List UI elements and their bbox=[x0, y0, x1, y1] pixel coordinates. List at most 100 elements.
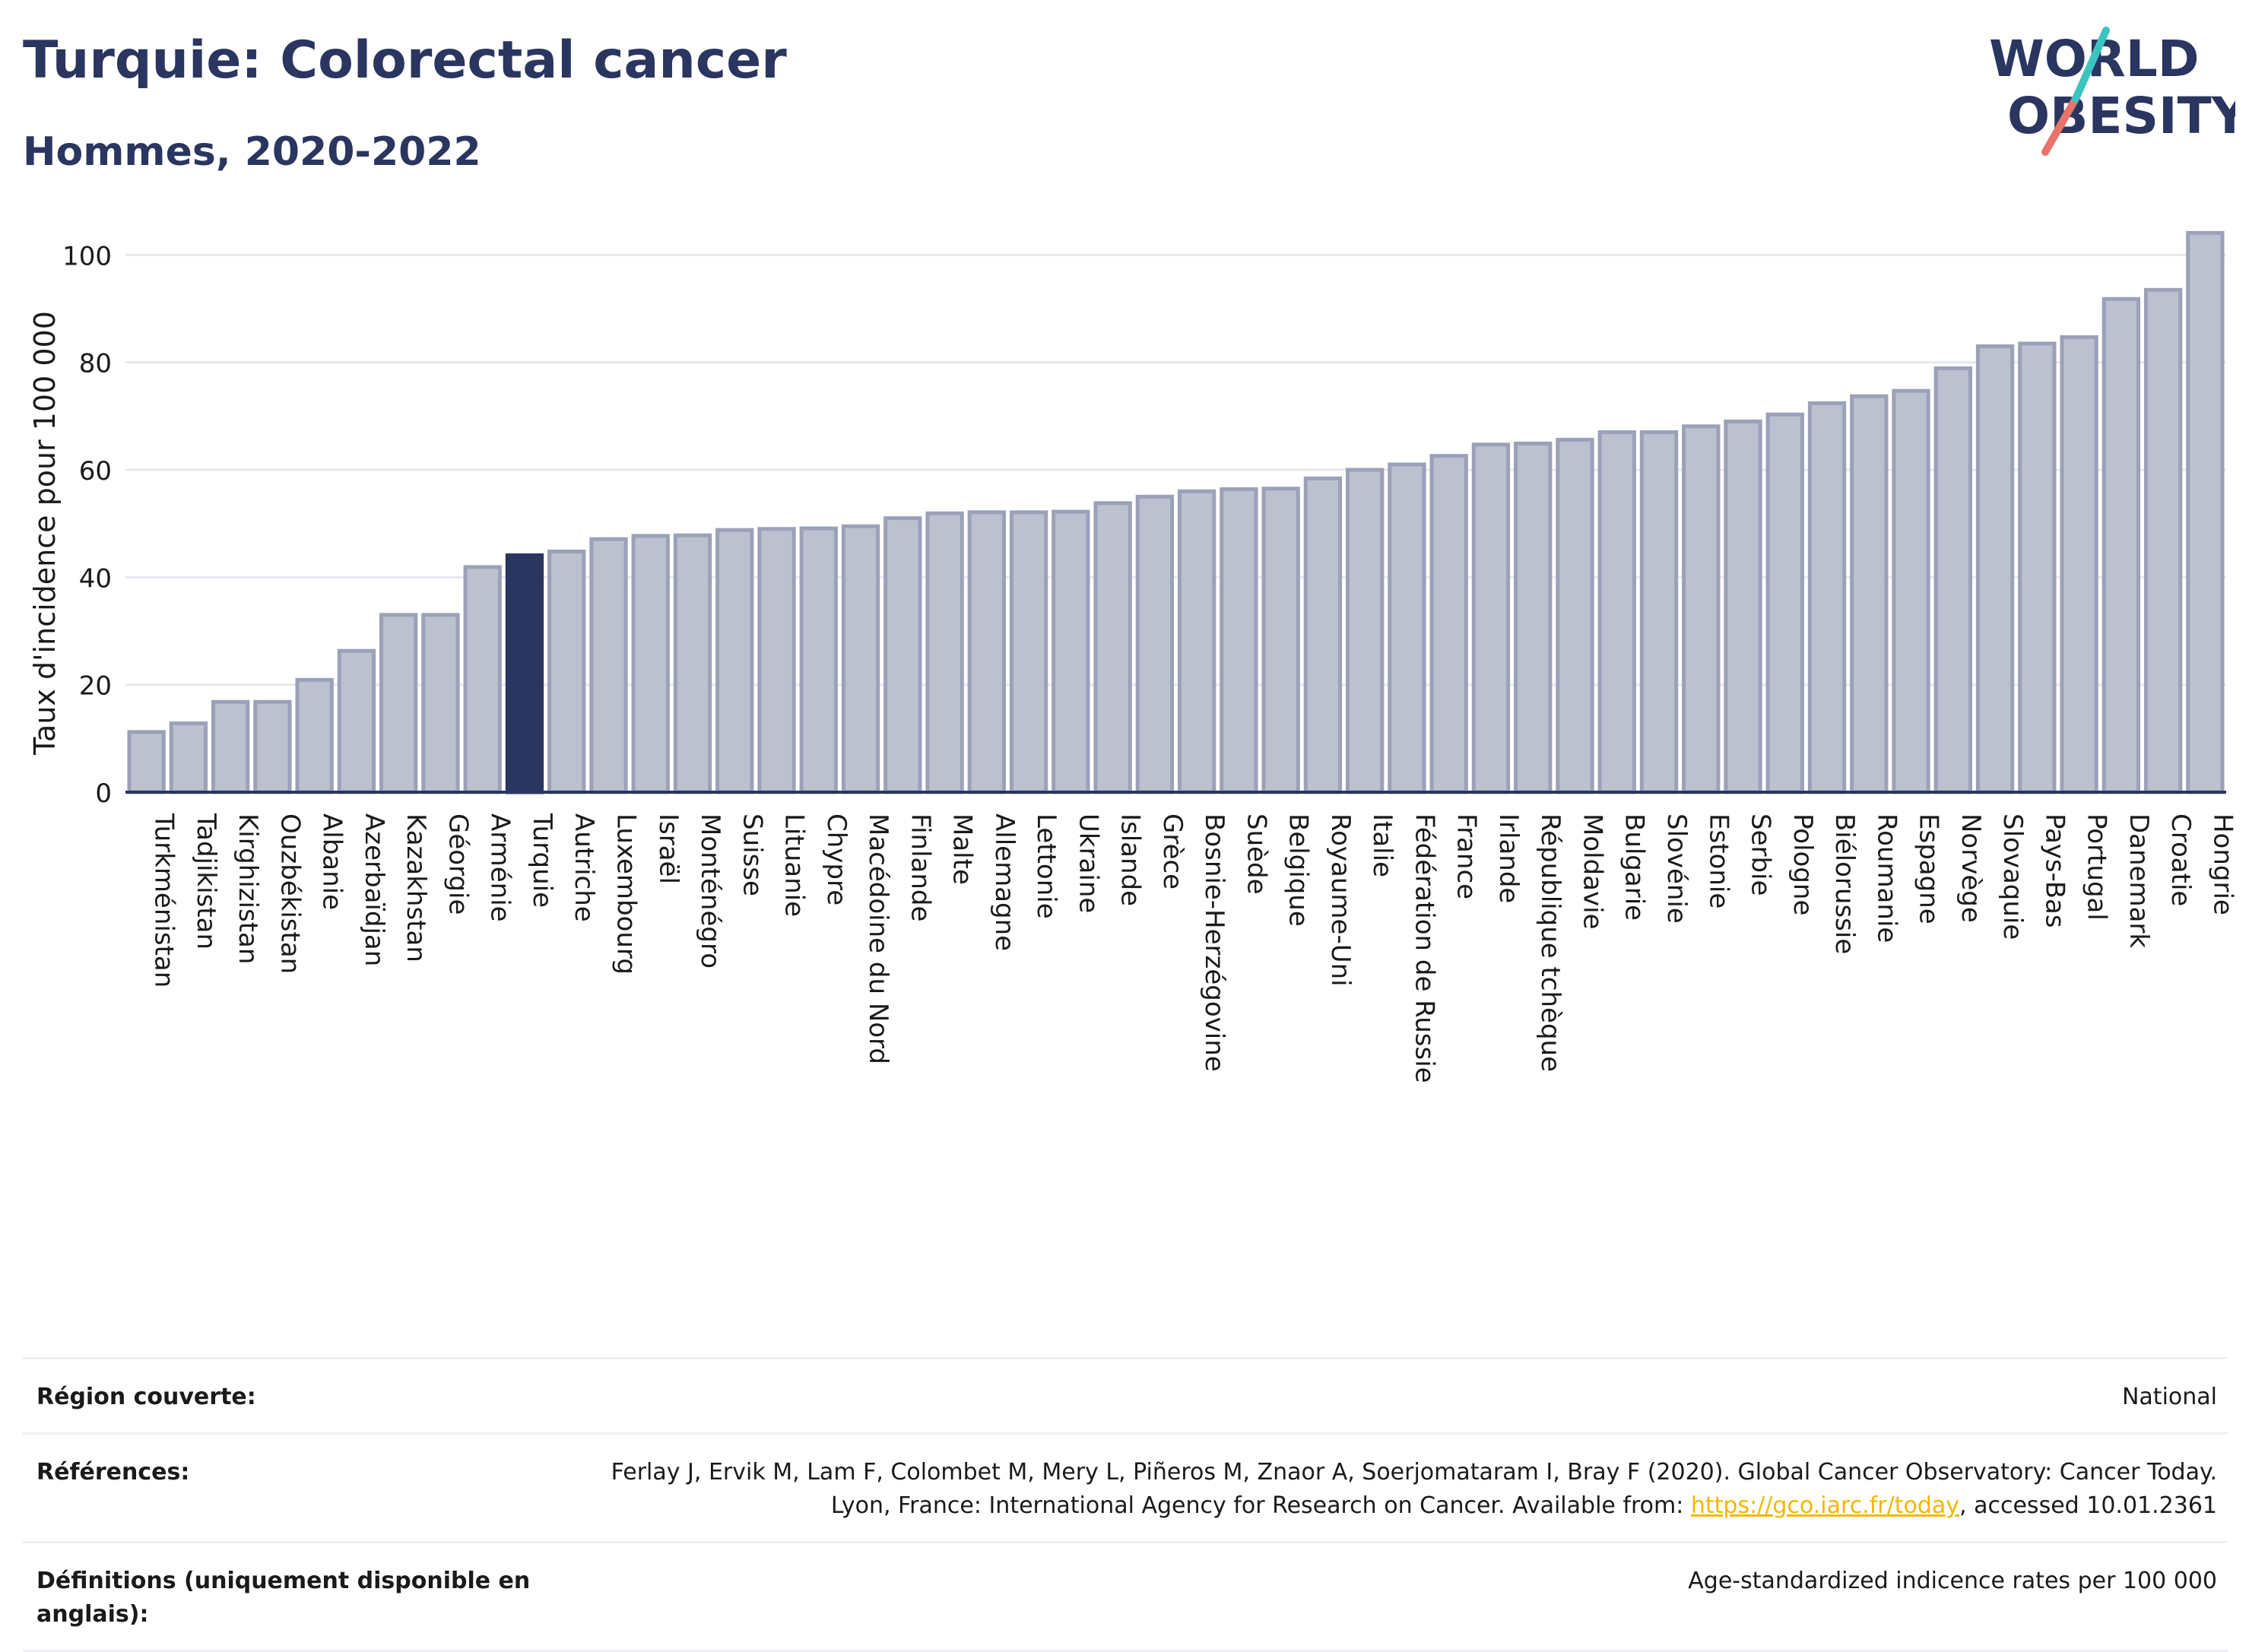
bar-turkm-nistan bbox=[127, 730, 166, 794]
world-obesity-logo: WORLD OBESITY bbox=[1989, 27, 2235, 156]
x-tick-label: Royaume-Uni bbox=[1325, 813, 1356, 987]
page-title: Turquie: Colorectal cancer bbox=[23, 30, 787, 90]
page-subtitle: Hommes, 2020-2022 bbox=[23, 129, 481, 175]
x-tick-label: Autriche bbox=[569, 813, 599, 922]
bar-italie bbox=[1346, 468, 1385, 794]
bar-slov-nie bbox=[1639, 430, 1679, 794]
bar-gr-ce bbox=[1135, 494, 1175, 794]
bar-kirghizistan bbox=[211, 699, 250, 794]
bar-moldavie bbox=[1556, 437, 1594, 794]
bar-suisse bbox=[715, 528, 754, 794]
x-tick-label: République tchèque bbox=[1535, 813, 1565, 1072]
bar-luxembourg bbox=[589, 537, 628, 794]
x-tick-label: Kazakhstan bbox=[401, 813, 431, 962]
region-value: National bbox=[2121, 1384, 2217, 1410]
bar-danemark bbox=[2101, 296, 2141, 794]
references-text: Ferlay J, Ervik M, Lam F, Colombet M, Me… bbox=[611, 1459, 2217, 1519]
bar-ukraine bbox=[1052, 509, 1090, 794]
x-tick-label: Danemark bbox=[2124, 813, 2154, 948]
x-tick-label: Allemagne bbox=[989, 813, 1020, 951]
x-tick-label: Bulgarie bbox=[1619, 813, 1650, 921]
bar-autriche bbox=[547, 549, 586, 794]
logo-slash-red bbox=[2041, 95, 2079, 156]
logo-slash-teal bbox=[2072, 27, 2110, 103]
y-tick-label: 20 bbox=[79, 671, 112, 702]
x-tick-label: Irlande bbox=[1493, 813, 1524, 903]
bar-allemagne bbox=[967, 510, 1006, 794]
bar-croatie bbox=[2143, 287, 2183, 794]
x-tick-label: Roumanie bbox=[1871, 813, 1902, 943]
x-tick-label: Croatie bbox=[2165, 813, 2196, 906]
bar-bi-lorussie bbox=[1807, 401, 1847, 794]
bar-lituanie bbox=[757, 527, 796, 794]
bar-malte bbox=[925, 511, 964, 794]
bar-isra-l bbox=[631, 534, 670, 794]
x-tick-label: Hongrie bbox=[2207, 813, 2238, 915]
x-tick-label: Bosnie-Herzégovine bbox=[1199, 813, 1229, 1072]
x-tick-label: Estonie bbox=[1703, 813, 1734, 908]
logo-line2: OBESITY bbox=[2007, 87, 2235, 145]
x-tick-label: Arménie bbox=[485, 813, 515, 922]
x-tick-label: Serbie bbox=[1746, 813, 1776, 896]
bar-arm-nie bbox=[463, 565, 502, 794]
x-tick-label: Belgique bbox=[1283, 813, 1314, 927]
y-axis-label: Taux d'incidence pour 100 000 bbox=[28, 311, 62, 756]
bar-mac-doine-du-nord bbox=[841, 524, 880, 794]
y-tick-label: 100 bbox=[62, 241, 112, 271]
bar-islande bbox=[1093, 501, 1132, 794]
x-tick-label: Suède bbox=[1241, 813, 1271, 895]
x-tick-label: Norvège bbox=[1956, 813, 1986, 923]
x-tick-label: France bbox=[1451, 813, 1482, 899]
definitions-row: Définitions (uniquement disponible en an… bbox=[23, 1541, 2228, 1652]
bar-espagne bbox=[1892, 388, 1930, 794]
bar-chart: 0 20 40 60 80 100 Turkménistan Tadjikistan Kirg… bbox=[28, 230, 2238, 1083]
bar-f-d-ration-de-russie bbox=[1388, 462, 1426, 794]
x-tick-label: Biélorussie bbox=[1829, 813, 1860, 954]
bar-chypre bbox=[799, 526, 838, 794]
y-tick-label: 40 bbox=[79, 563, 112, 594]
y-tick-labels: 0 20 40 60 80 100 bbox=[62, 241, 112, 809]
x-tick-label: Suisse bbox=[737, 813, 767, 896]
y-tick-label: 0 bbox=[95, 778, 112, 809]
bar-belgique bbox=[1261, 487, 1300, 794]
bar-bosnie-herz-govine bbox=[1177, 489, 1216, 794]
bar-pays-bas bbox=[2018, 341, 2057, 794]
references-link[interactable]: https://gco.iarc.fr/today bbox=[1690, 1492, 1960, 1519]
bar-mont-n-gro bbox=[673, 533, 712, 794]
bar-bulgarie bbox=[1597, 430, 1636, 794]
definitions-value: Age-standardized indicence rates per 100… bbox=[1688, 1568, 2217, 1594]
references-value: Ferlay J, Ervik M, Lam F, Colombet M, Me… bbox=[582, 1456, 2228, 1523]
x-tick-label: Malte bbox=[947, 813, 978, 885]
x-tick-label: Espagne bbox=[1914, 813, 1944, 924]
bar-r-publique-tch-que bbox=[1514, 441, 1553, 794]
bar-hongrie bbox=[2186, 230, 2225, 794]
bar-su-de bbox=[1220, 487, 1258, 794]
region-row: Région couverte: National bbox=[23, 1357, 2228, 1432]
x-tick-label: Azerbaïdjan bbox=[359, 813, 389, 966]
references-label: Références: bbox=[36, 1459, 190, 1486]
x-tick-label: Turquie bbox=[527, 813, 557, 908]
bar-irlande bbox=[1471, 442, 1511, 794]
bar-norv-ge bbox=[1933, 366, 1972, 794]
bars bbox=[127, 230, 2225, 794]
x-tick-label: Slovaquie bbox=[1997, 813, 2028, 940]
metadata-table: Région couverte: National Références: Fe… bbox=[23, 1357, 2228, 1652]
bar-tadjikistan bbox=[169, 721, 208, 794]
x-tick-labels: Turkménistan Tadjikistan Kirghizistan Ouzbé… bbox=[149, 813, 2238, 1083]
x-tick-label: Macédoine du Nord bbox=[863, 813, 893, 1064]
x-tick-label: Pays-Bas bbox=[2039, 813, 2070, 928]
x-tick-label: Lettonie bbox=[1031, 813, 1061, 919]
references-row: Références: Ferlay J, Ervik M, Lam F, Co… bbox=[23, 1432, 2228, 1541]
bar-portugal bbox=[2060, 335, 2098, 794]
y-tick-label: 60 bbox=[79, 456, 112, 487]
bar-serbie bbox=[1724, 419, 1762, 794]
x-tick-label: Portugal bbox=[2082, 813, 2112, 921]
bar-ouzb-kistan bbox=[253, 699, 292, 794]
bar-roumanie bbox=[1850, 394, 1889, 794]
x-tick-label: Islande bbox=[1115, 813, 1146, 906]
bar-finlande bbox=[883, 516, 922, 794]
x-tick-label: Moldavie bbox=[1577, 813, 1607, 930]
x-tick-label: Finlande bbox=[905, 813, 935, 921]
bar-azerba-djan bbox=[337, 648, 376, 794]
bar-estonie bbox=[1682, 424, 1721, 794]
